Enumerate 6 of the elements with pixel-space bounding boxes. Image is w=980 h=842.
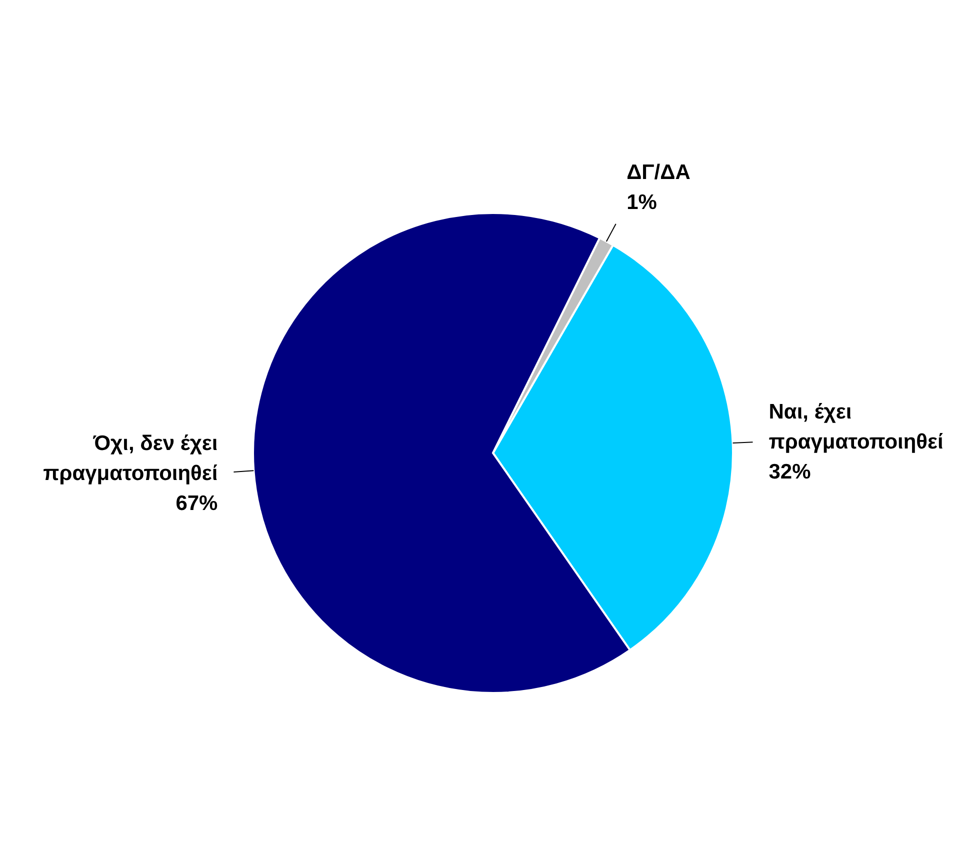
data-label: 32% [768, 460, 812, 484]
data-label: 1% [626, 191, 658, 214]
slice-label: Ναι, έχει πραγματοποιηθεί [768, 400, 944, 454]
slice-label: Όχι, δεν έχει πραγματοποιηθεί [43, 432, 218, 485]
data-label: 67% [176, 492, 218, 515]
slice-label: ΔΓ/ΔΑ [626, 161, 690, 184]
